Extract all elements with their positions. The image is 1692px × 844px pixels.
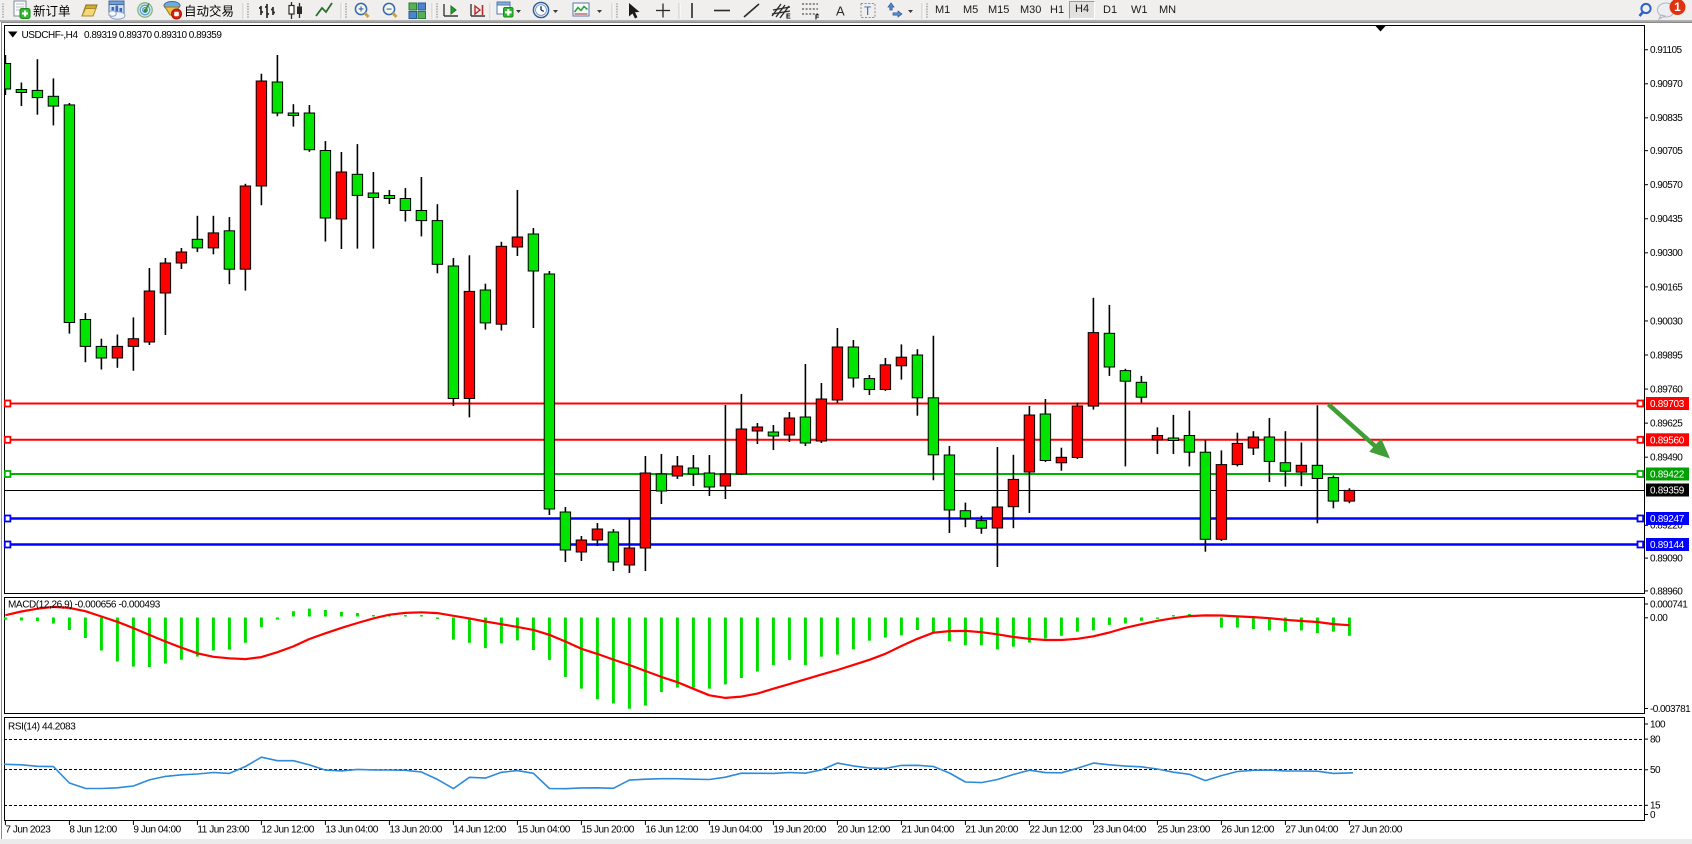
svg-text:0.89090: 0.89090	[1650, 554, 1683, 565]
svg-text:0.89359: 0.89359	[1650, 486, 1685, 497]
svg-text:0.89490: 0.89490	[1650, 453, 1683, 464]
svg-text:0.89319 0.89370 0.89310 0.8935: 0.89319 0.89370 0.89310 0.89359	[84, 30, 222, 41]
svg-text:1: 1	[1674, 0, 1681, 14]
svg-text:0.89422: 0.89422	[1650, 470, 1685, 481]
svg-text:27 Jun 04:00: 27 Jun 04:00	[1285, 825, 1338, 836]
svg-text:0.90570: 0.90570	[1650, 180, 1683, 191]
svg-text:RSI(14) 44.2083: RSI(14) 44.2083	[8, 722, 76, 733]
svg-text:14 Jun 12:00: 14 Jun 12:00	[453, 825, 506, 836]
svg-text:E: E	[786, 14, 791, 21]
svg-text:0.000741: 0.000741	[1650, 599, 1688, 610]
svg-text:0.90705: 0.90705	[1650, 146, 1683, 157]
svg-text:0.89760: 0.89760	[1650, 384, 1683, 395]
svg-text:0.89247: 0.89247	[1650, 514, 1685, 525]
svg-text:12 Jun 12:00: 12 Jun 12:00	[261, 825, 314, 836]
svg-text:26 Jun 12:00: 26 Jun 12:00	[1221, 825, 1274, 836]
svg-text:100: 100	[1650, 719, 1666, 730]
svg-text:50: 50	[1650, 765, 1661, 776]
svg-text:7 Jun 2023: 7 Jun 2023	[5, 825, 51, 836]
svg-text:0.89220: 0.89220	[1650, 521, 1683, 532]
svg-text:0.00: 0.00	[1650, 613, 1668, 624]
svg-text:0.90435: 0.90435	[1650, 214, 1683, 225]
svg-text:+: +	[358, 5, 364, 16]
svg-text:22 Jun 12:00: 22 Jun 12:00	[1029, 825, 1082, 836]
svg-text:13 Jun 04:00: 13 Jun 04:00	[325, 825, 378, 836]
svg-text:0.89144: 0.89144	[1650, 540, 1685, 551]
svg-text:0.91105: 0.91105	[1650, 45, 1683, 56]
svg-text:USDCHF-,H4: USDCHF-,H4	[22, 30, 79, 41]
svg-text:8 Jun 12:00: 8 Jun 12:00	[69, 825, 117, 836]
svg-text:0.89703: 0.89703	[1650, 399, 1685, 410]
svg-text:0.89625: 0.89625	[1650, 419, 1683, 430]
svg-text:0.90300: 0.90300	[1650, 248, 1683, 259]
svg-text:80: 80	[1650, 735, 1661, 746]
svg-text:−: −	[386, 5, 392, 16]
svg-text:13 Jun 20:00: 13 Jun 20:00	[389, 825, 442, 836]
svg-text:15 Jun 04:00: 15 Jun 04:00	[517, 825, 570, 836]
svg-text:0.88960: 0.88960	[1650, 586, 1683, 597]
svg-text:19 Jun 04:00: 19 Jun 04:00	[709, 825, 762, 836]
svg-text:0.90030: 0.90030	[1650, 316, 1683, 327]
svg-text:F: F	[815, 15, 820, 22]
svg-text:16 Jun 12:00: 16 Jun 12:00	[645, 825, 698, 836]
svg-text:A: A	[836, 4, 845, 19]
svg-text:11 Jun 23:00: 11 Jun 23:00	[197, 825, 250, 836]
svg-text:新订单: 新订单	[33, 4, 71, 19]
svg-text:27 Jun 20:00: 27 Jun 20:00	[1349, 825, 1402, 836]
svg-text:25 Jun 23:00: 25 Jun 23:00	[1157, 825, 1210, 836]
svg-text:0.90970: 0.90970	[1650, 79, 1683, 90]
svg-text:0.90835: 0.90835	[1650, 113, 1683, 124]
svg-text:21 Jun 20:00: 21 Jun 20:00	[965, 825, 1018, 836]
svg-text:9 Jun 04:00: 9 Jun 04:00	[133, 825, 181, 836]
svg-text:0: 0	[1650, 810, 1656, 821]
svg-text:T: T	[864, 4, 872, 18]
svg-text:15: 15	[1650, 801, 1661, 812]
svg-text:-0.003781: -0.003781	[1650, 704, 1691, 715]
svg-text:21 Jun 04:00: 21 Jun 04:00	[901, 825, 954, 836]
svg-text:0.89560: 0.89560	[1650, 435, 1685, 446]
svg-text:MACD(12,26,9) -0.000656 -0.000: MACD(12,26,9) -0.000656 -0.000493	[8, 600, 161, 611]
svg-text:0.89895: 0.89895	[1650, 350, 1683, 361]
svg-text:15 Jun 20:00: 15 Jun 20:00	[581, 825, 634, 836]
svg-text:自动交易: 自动交易	[184, 4, 234, 19]
svg-text:23 Jun 04:00: 23 Jun 04:00	[1093, 825, 1146, 836]
svg-text:20 Jun 12:00: 20 Jun 12:00	[837, 825, 890, 836]
svg-text:0.90165: 0.90165	[1650, 282, 1683, 293]
svg-text:19 Jun 20:00: 19 Jun 20:00	[773, 825, 826, 836]
